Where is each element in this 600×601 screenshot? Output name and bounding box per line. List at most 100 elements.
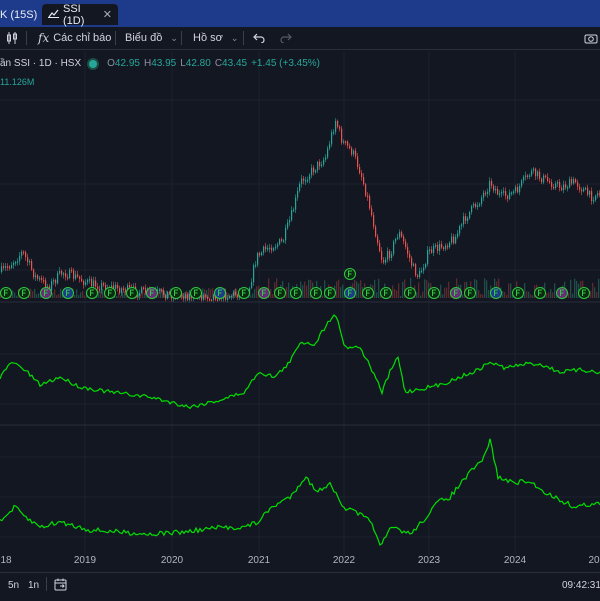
redo-icon[interactable] xyxy=(280,30,292,46)
time-axis[interactable]: 18 2019 2020 2021 2022 2023 2024 20 xyxy=(0,555,600,569)
candle-body xyxy=(435,244,437,247)
candle-body xyxy=(349,145,351,149)
dividend-marker-icon[interactable] xyxy=(18,287,30,299)
candle-body xyxy=(597,193,599,196)
dividend-marker-icon[interactable] xyxy=(214,287,226,299)
dividend-marker-icon[interactable] xyxy=(274,287,286,299)
dividend-marker-icon[interactable] xyxy=(512,287,524,299)
dividend-marker-icon[interactable] xyxy=(578,287,590,299)
dividend-marker-icon[interactable] xyxy=(404,287,416,299)
candle-body xyxy=(397,237,399,239)
chevron-down-icon: ⌄ xyxy=(230,32,239,43)
chart-toolbar: fx Các chỉ báo Biểu đồ ⌄ Hồ sơ ⌄ xyxy=(0,27,600,50)
candle-body xyxy=(553,186,555,189)
volume-bar xyxy=(308,279,310,298)
dividend-marker-icon[interactable] xyxy=(290,287,302,299)
tab-ssi[interactable]: SSI (1D) ✕ xyxy=(42,3,118,27)
bottom-toolbar: 5n 1n 09:42:31 xyxy=(0,572,600,601)
close-value: 43.45 xyxy=(222,58,248,69)
dividend-marker-icon[interactable] xyxy=(464,287,476,299)
symbol-name[interactable]: ần SSI · 1D · HSX xyxy=(0,58,82,69)
dividend-marker-icon[interactable] xyxy=(310,287,322,299)
profile-menu-button[interactable]: Hồ sơ ⌄ xyxy=(193,30,238,46)
candle-body xyxy=(535,168,537,177)
chart-menu-button[interactable]: Biểu đồ ⌄ xyxy=(125,30,178,46)
candle-body xyxy=(585,187,587,190)
dividend-marker-icon[interactable] xyxy=(190,287,202,299)
volume-bar xyxy=(168,293,170,298)
volume-bar xyxy=(238,294,240,298)
range-1y-button[interactable]: 1n xyxy=(28,580,40,591)
candle-body xyxy=(121,288,123,293)
candle-body xyxy=(487,191,489,194)
dividend-marker-icon[interactable] xyxy=(556,287,568,299)
dividend-marker-icon[interactable] xyxy=(104,287,116,299)
chart-canvas[interactable] xyxy=(0,52,600,555)
dividend-marker-icon[interactable] xyxy=(344,268,356,280)
range-5y-button[interactable]: 5n xyxy=(8,580,20,591)
candle-body xyxy=(447,245,449,248)
indicators-button[interactable]: fx Các chỉ báo xyxy=(38,30,111,46)
candle-body xyxy=(27,257,29,263)
calendar-range-icon[interactable] xyxy=(54,578,67,594)
dividend-marker-icon[interactable] xyxy=(362,287,374,299)
volume-bar xyxy=(54,289,56,298)
axis-label: 2024 xyxy=(503,555,527,566)
undo-icon[interactable] xyxy=(253,30,265,46)
volume-bar xyxy=(102,288,104,298)
candle-body xyxy=(481,197,483,204)
volume-bar xyxy=(474,278,476,298)
chart-tab-icon xyxy=(48,8,59,21)
candle-body xyxy=(543,175,545,183)
volume-bar xyxy=(10,295,12,298)
candlestick-icon[interactable] xyxy=(6,30,18,46)
volume-bar xyxy=(546,292,548,298)
dividend-marker-icon[interactable] xyxy=(62,287,74,299)
candle-body xyxy=(551,182,553,187)
dividend-marker-icon[interactable] xyxy=(170,287,182,299)
volume-bar xyxy=(286,287,288,298)
dividend-marker-icon[interactable] xyxy=(258,287,270,299)
volume-bar xyxy=(118,292,120,298)
candle-body xyxy=(231,295,233,298)
dividend-marker-icon[interactable] xyxy=(0,287,12,299)
dividend-marker-icon[interactable] xyxy=(86,287,98,299)
candle-body xyxy=(389,250,391,259)
candle-body xyxy=(539,171,541,179)
indicator-line-2 xyxy=(0,438,600,546)
volume-bar xyxy=(230,295,232,298)
candle-body xyxy=(375,226,377,237)
dividend-marker-icon[interactable] xyxy=(126,287,138,299)
candle-body xyxy=(523,176,525,181)
candle-body xyxy=(165,294,167,299)
dividend-marker-icon[interactable] xyxy=(450,287,462,299)
dividend-marker-icon[interactable] xyxy=(490,287,502,299)
dividend-marker-icon[interactable] xyxy=(324,287,336,299)
dividend-marker-icon[interactable] xyxy=(40,287,52,299)
dividend-marker-icon[interactable] xyxy=(146,287,158,299)
candle-body xyxy=(405,241,407,248)
volume-bar xyxy=(250,295,252,298)
screenshot-icon[interactable] xyxy=(584,30,598,46)
close-icon[interactable]: ✕ xyxy=(102,9,112,21)
open-label: O xyxy=(107,58,115,69)
dividend-marker-icon[interactable] xyxy=(534,287,546,299)
volume-bar xyxy=(422,291,424,298)
candle-body xyxy=(189,293,191,300)
dividend-marker-icon[interactable] xyxy=(344,287,356,299)
volume-bar xyxy=(164,291,166,298)
dividend-marker-icon[interactable] xyxy=(428,287,440,299)
candle-body xyxy=(157,289,159,292)
tab-previous[interactable]: K (15S) xyxy=(0,4,42,25)
volume-bar xyxy=(484,278,486,298)
candle-body xyxy=(563,184,565,191)
volume-bar xyxy=(416,292,418,298)
dividend-marker-icon[interactable] xyxy=(380,287,392,299)
candle-body xyxy=(203,295,205,300)
candle-body xyxy=(297,190,299,198)
candle-body xyxy=(493,185,495,191)
candle-body xyxy=(313,167,315,173)
volume-bar xyxy=(358,283,360,298)
candle-body xyxy=(455,236,457,244)
dividend-marker-icon[interactable] xyxy=(238,287,250,299)
